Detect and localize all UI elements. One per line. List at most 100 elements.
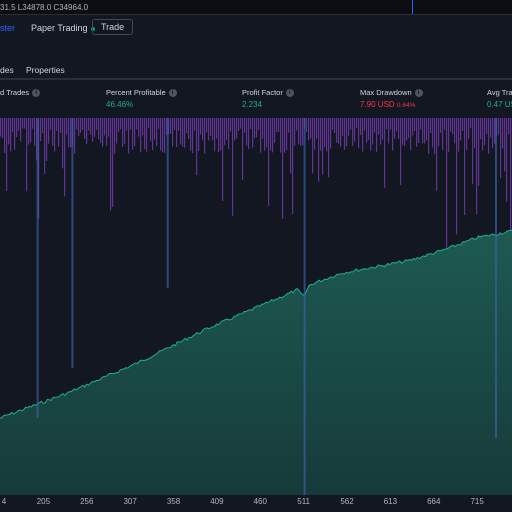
x-tick-label: 256 bbox=[80, 497, 94, 506]
drawdown-bar bbox=[408, 118, 410, 139]
drawdown-bar bbox=[280, 118, 282, 153]
drawdown-bar bbox=[250, 118, 252, 129]
drawdown-bar bbox=[40, 118, 42, 141]
x-tick-label: 460 bbox=[253, 497, 267, 506]
info-icon[interactable]: i bbox=[414, 89, 423, 98]
drawdown-bar bbox=[388, 118, 390, 144]
drawdown-bar bbox=[484, 118, 486, 146]
drawdown-bar bbox=[464, 118, 466, 216]
x-tick-label: 307 bbox=[123, 497, 137, 506]
drawdown-bar bbox=[94, 118, 96, 137]
drawdown-bar bbox=[506, 118, 508, 202]
drawdown-bar bbox=[396, 118, 398, 132]
tab-properties[interactable]: Properties bbox=[26, 65, 65, 75]
drawdown-bar bbox=[220, 118, 222, 151]
drawdown-bar bbox=[102, 118, 104, 147]
drawdown-bar bbox=[322, 118, 324, 175]
drawdown-bar bbox=[490, 118, 492, 138]
drawdown-bar bbox=[430, 118, 432, 133]
tab-paper-trading[interactable]: Paper Trading bbox=[31, 23, 95, 33]
drawdown-bar bbox=[164, 118, 166, 153]
drawdown-bar bbox=[140, 118, 142, 153]
drawdown-bar bbox=[356, 118, 358, 128]
info-icon[interactable]: i bbox=[32, 89, 41, 98]
drawdown-bar bbox=[170, 118, 172, 134]
drawdown-bar bbox=[480, 118, 482, 140]
drawdown-bar bbox=[344, 118, 346, 150]
drawdown-bar bbox=[172, 118, 174, 147]
drawdown-bar bbox=[384, 118, 386, 188]
drawdown-bar bbox=[364, 118, 366, 131]
drawdown-bar bbox=[80, 118, 82, 133]
drawdown-bar bbox=[88, 118, 90, 131]
drawdown-bar bbox=[208, 118, 210, 141]
info-icon[interactable]: i bbox=[168, 89, 177, 98]
drawdown-bar bbox=[476, 118, 478, 215]
equity-chart[interactable] bbox=[0, 118, 512, 495]
x-tick-label: 511 bbox=[297, 497, 311, 506]
drawdown-bar bbox=[436, 118, 438, 191]
drawdown-bar bbox=[482, 118, 484, 151]
drawdown-bar bbox=[272, 118, 274, 153]
drawdown-bar bbox=[416, 118, 418, 147]
drawdown-bar bbox=[308, 118, 310, 141]
x-axis: 4 205 256 307 358 409 460 511 562 613 664 715 bbox=[0, 495, 512, 512]
drawdown-bar bbox=[162, 118, 164, 153]
drawdown-bar bbox=[0, 118, 2, 137]
drawdown-bar bbox=[64, 118, 66, 197]
tab-strategy-tester[interactable]: ster bbox=[0, 23, 16, 33]
drawdown-bar bbox=[404, 118, 406, 147]
drawdown-bar bbox=[376, 118, 378, 152]
info-icon[interactable]: i bbox=[285, 89, 294, 98]
tab-list-of-trades[interactable]: des bbox=[0, 65, 14, 75]
drawdown-bar bbox=[78, 118, 80, 137]
drawdown-bar bbox=[28, 118, 30, 145]
drawdown-bar bbox=[242, 118, 244, 180]
drawdown-bar bbox=[92, 118, 94, 142]
trade-button[interactable]: Trade bbox=[92, 19, 134, 35]
drawdown-bar bbox=[368, 118, 370, 140]
drawdown-bar bbox=[346, 118, 348, 147]
drawdown-bar bbox=[126, 118, 128, 131]
drawdown-bar bbox=[202, 118, 204, 141]
drawdown-bar bbox=[426, 118, 428, 141]
drawdown-bar bbox=[246, 118, 248, 146]
metric-label: d Trades bbox=[0, 88, 30, 97]
drawdown-bar bbox=[16, 118, 18, 137]
drawdown-bar bbox=[262, 118, 264, 139]
drawdown-bar bbox=[410, 118, 412, 151]
drawdown-bar bbox=[342, 118, 344, 137]
drawdown-bar bbox=[66, 118, 68, 136]
drawdown-bar bbox=[362, 118, 364, 152]
drawdown-bar bbox=[56, 118, 58, 131]
drawdown-bar bbox=[454, 118, 456, 144]
equity-area bbox=[0, 230, 512, 495]
drawdown-bar bbox=[196, 118, 198, 176]
drawdown-bar bbox=[68, 118, 70, 148]
drawdown-bar bbox=[224, 118, 226, 145]
x-tick-label: 664 bbox=[427, 497, 441, 506]
x-tick-label: 613 bbox=[383, 497, 398, 506]
drawdown-bar bbox=[460, 118, 462, 141]
drawdown-bar bbox=[434, 118, 436, 154]
drawdown-bar bbox=[120, 118, 122, 130]
drawdown-bar bbox=[270, 118, 272, 151]
drawdown-bar bbox=[316, 118, 318, 139]
drawdown-bar bbox=[184, 118, 186, 148]
drawdown-bar bbox=[292, 118, 294, 214]
drawdown-bar bbox=[258, 118, 260, 130]
drawdown-bar bbox=[44, 118, 46, 174]
drawdown-bar bbox=[488, 118, 490, 154]
drawdown-bar bbox=[148, 118, 150, 129]
drawdown-bar bbox=[274, 118, 276, 143]
drawdown-bar bbox=[108, 118, 110, 137]
drawdown-bar bbox=[386, 118, 388, 130]
drawdown-bar bbox=[502, 118, 504, 149]
drawdown-bar bbox=[394, 118, 396, 139]
drawdown-bar bbox=[124, 118, 126, 144]
drawdown-bar bbox=[132, 118, 134, 150]
drawdown-bar bbox=[302, 118, 304, 146]
drawdown-bar bbox=[206, 118, 208, 133]
drawdown-bar bbox=[326, 118, 328, 152]
drawdown-bar bbox=[218, 118, 220, 152]
